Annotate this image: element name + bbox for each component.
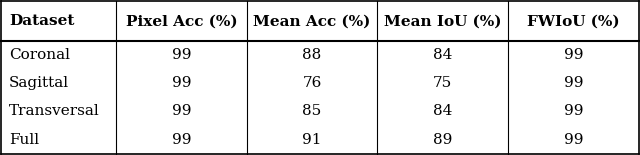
- Text: 99: 99: [564, 76, 583, 90]
- Text: Dataset: Dataset: [9, 14, 74, 28]
- Text: Mean IoU (%): Mean IoU (%): [384, 14, 501, 28]
- Text: Sagittal: Sagittal: [9, 76, 69, 90]
- Text: 84: 84: [433, 104, 452, 118]
- Text: Mean Acc (%): Mean Acc (%): [253, 14, 371, 28]
- Text: Coronal: Coronal: [9, 48, 70, 62]
- Text: Pixel Acc (%): Pixel Acc (%): [125, 14, 237, 28]
- Text: 84: 84: [433, 48, 452, 62]
- Text: 99: 99: [564, 48, 583, 62]
- Text: 75: 75: [433, 76, 452, 90]
- Text: 99: 99: [172, 76, 191, 90]
- Text: Full: Full: [9, 133, 39, 146]
- Text: 76: 76: [302, 76, 322, 90]
- Text: 88: 88: [303, 48, 322, 62]
- Text: 99: 99: [564, 133, 583, 146]
- Text: 99: 99: [172, 104, 191, 118]
- Text: 85: 85: [303, 104, 322, 118]
- Text: 91: 91: [302, 133, 322, 146]
- Text: FWIoU (%): FWIoU (%): [527, 14, 620, 28]
- Text: 99: 99: [564, 104, 583, 118]
- Text: 89: 89: [433, 133, 452, 146]
- Text: Transversal: Transversal: [9, 104, 100, 118]
- Text: 99: 99: [172, 48, 191, 62]
- Text: 99: 99: [172, 133, 191, 146]
